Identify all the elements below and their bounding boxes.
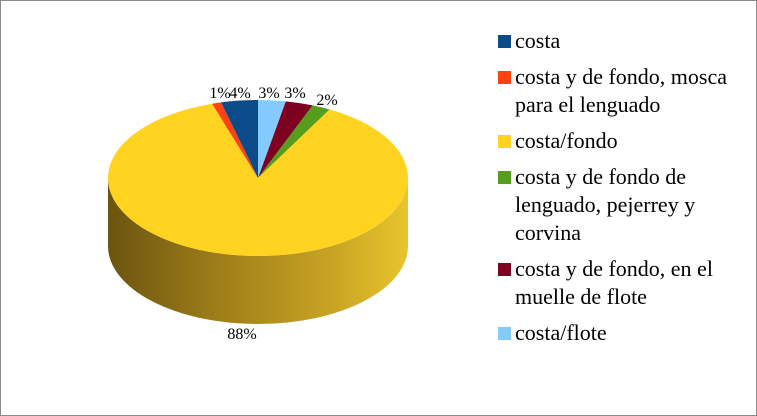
- legend: costa costa y de fondo, mosca para el len…: [498, 27, 748, 355]
- legend-item: costa y de fondo de lenguado, pejerrey y…: [498, 163, 748, 247]
- slice-value-label: 3%: [284, 85, 305, 102]
- pie-slice: [258, 101, 313, 178]
- legend-label: costa y de fondo, mosca para el lenguado: [515, 64, 727, 117]
- legend-item: costa/fondo: [498, 127, 748, 155]
- pie-chart: 4%1% 88% 2% 3% 3%: [107, 85, 408, 343]
- legend-item: costa/flote: [498, 319, 748, 347]
- pie-slice: [258, 105, 330, 178]
- legend-label: costa/flote: [515, 320, 607, 345]
- legend-label: costa y de fondo de lenguado, pejerrey y…: [515, 164, 696, 245]
- legend-label: costa: [515, 28, 561, 53]
- slice-value-label: 88%: [227, 326, 256, 343]
- legend-item: costa y de fondo, mosca para el lenguado: [498, 63, 748, 119]
- pie-slice: [258, 100, 286, 178]
- pie-slice: [107, 103, 408, 256]
- legend-swatch: [498, 135, 511, 148]
- pie-side-wall: [108, 178, 408, 324]
- legend-label: costa/fondo: [515, 128, 618, 153]
- legend-label: costa y de fondo, en el muelle de flote: [515, 256, 713, 309]
- pie-side: [108, 178, 408, 324]
- legend-item: costa y de fondo, en el muelle de flote: [498, 255, 748, 311]
- pie-slice: [221, 100, 258, 178]
- slice-value-label: 1%: [209, 85, 230, 102]
- pie-top: [107, 100, 408, 256]
- pie-slice: [212, 102, 258, 178]
- pie-labels: 4%1% 88% 2% 3% 3%: [209, 85, 337, 343]
- legend-swatch: [498, 35, 511, 48]
- legend-swatch: [498, 171, 511, 184]
- slice-value-label: 2%: [316, 92, 337, 109]
- legend-swatch: [498, 71, 511, 84]
- slice-value-label: 4%: [229, 85, 250, 102]
- legend-swatch: [498, 327, 511, 340]
- legend-item: costa: [498, 27, 748, 55]
- slice-value-label: 3%: [258, 85, 279, 102]
- legend-swatch: [498, 263, 511, 276]
